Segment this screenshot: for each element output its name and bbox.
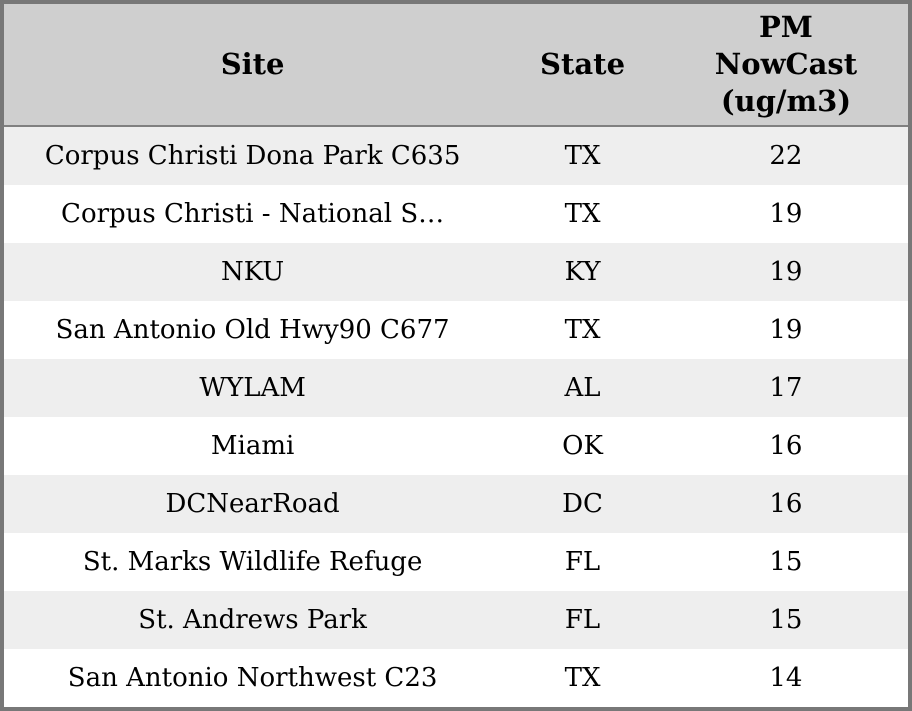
- table-row: NKU KY 19: [4, 243, 908, 301]
- pm-value-cell: 16: [769, 489, 803, 519]
- state-cell: DC: [562, 489, 603, 519]
- pm-value-cell: 15: [769, 547, 803, 577]
- pm-value-cell: 19: [769, 199, 803, 229]
- site-cell: Miami: [210, 431, 295, 461]
- pm-value-cell: 14: [769, 663, 803, 693]
- table-header-row: Site State PM NowCast (ug/m3): [4, 4, 908, 127]
- pm-value-cell: 17: [769, 373, 803, 403]
- site-cell: San Antonio Old Hwy90 C677: [55, 315, 450, 345]
- pm-value-cell: 22: [769, 141, 803, 171]
- state-cell: FL: [564, 547, 601, 577]
- table-row: Miami OK 16: [4, 417, 908, 475]
- column-header-pm-nowcast: PM NowCast (ug/m3): [664, 9, 908, 119]
- site-cell: San Antonio Northwest C23: [67, 663, 438, 693]
- state-cell: TX: [564, 663, 601, 693]
- site-cell: Corpus Christi Dona Park C635: [44, 141, 461, 171]
- site-cell: NKU: [221, 257, 285, 287]
- state-cell: OK: [562, 431, 603, 461]
- table-body: Corpus Christi Dona Park C635 TX 22 Corp…: [4, 127, 908, 707]
- site-cell: DCNearRoad: [165, 489, 340, 519]
- pm-header-line-3: (ug/m3): [720, 83, 852, 118]
- column-header-site: Site: [220, 47, 285, 82]
- table-row: San Antonio Northwest C23 TX 14: [4, 649, 908, 707]
- site-cell: Corpus Christi - National S…: [61, 199, 445, 229]
- state-cell: AL: [564, 373, 601, 403]
- column-header-state: State: [540, 47, 626, 82]
- table-row: WYLAM AL 17: [4, 359, 908, 417]
- pm-header-line-2: NowCast: [714, 47, 858, 82]
- state-cell: KY: [564, 257, 601, 287]
- state-cell: TX: [564, 199, 601, 229]
- table-row: St. Andrews Park FL 15: [4, 591, 908, 649]
- pm-value-cell: 19: [769, 257, 803, 287]
- table-row: DCNearRoad DC 16: [4, 475, 908, 533]
- site-cell: WYLAM: [199, 373, 306, 403]
- table-row: St. Marks Wildlife Refuge FL 15: [4, 533, 908, 591]
- state-cell: TX: [564, 141, 601, 171]
- table-row: Corpus Christi - National S… TX 19: [4, 185, 908, 243]
- pm-value-cell: 15: [769, 605, 803, 635]
- pm-value-cell: 19: [769, 315, 803, 345]
- state-cell: TX: [564, 315, 601, 345]
- table-row: San Antonio Old Hwy90 C677 TX 19: [4, 301, 908, 359]
- table-row: Corpus Christi Dona Park C635 TX 22: [4, 127, 908, 185]
- state-cell: FL: [564, 605, 601, 635]
- site-cell: St. Andrews Park: [138, 605, 367, 635]
- pm-header-line-1: PM: [758, 10, 813, 45]
- pm-value-cell: 16: [769, 431, 803, 461]
- site-cell: St. Marks Wildlife Refuge: [82, 547, 423, 577]
